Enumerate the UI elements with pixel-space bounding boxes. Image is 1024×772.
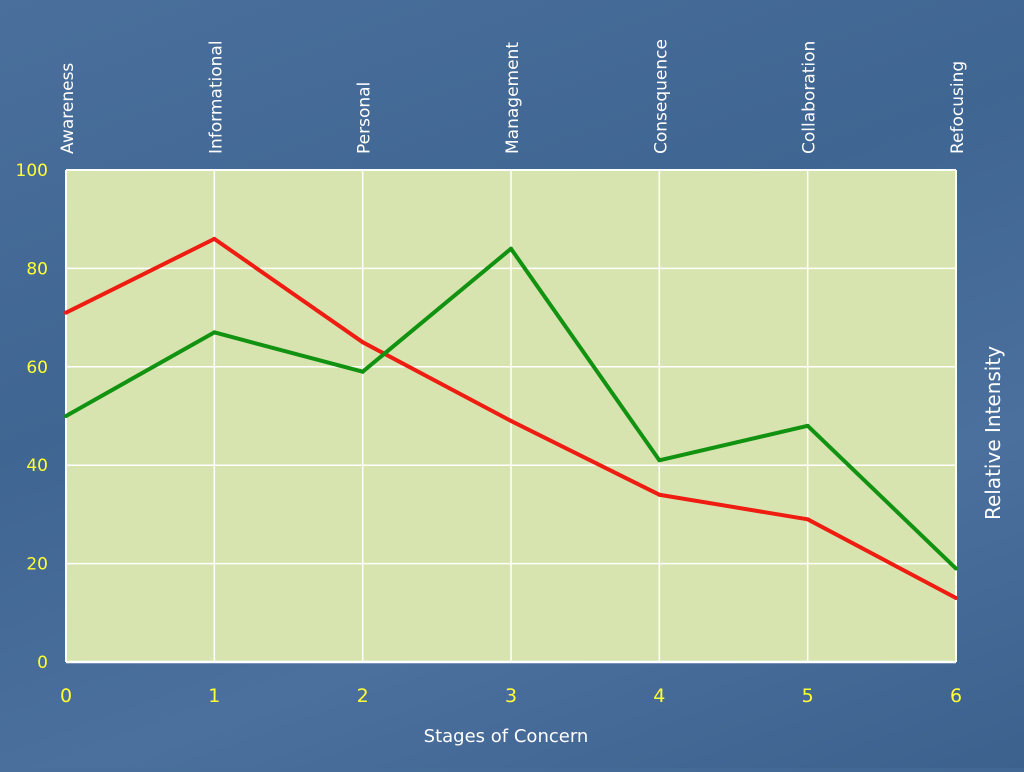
data-point-series-1 — [657, 492, 662, 497]
stage-label: Collaboration — [800, 41, 820, 154]
x-axis-title: Stages of Concern — [424, 726, 589, 747]
x-tick-label: 0 — [60, 685, 72, 707]
stage-label: Refocusing — [948, 61, 968, 154]
y-tick-label: 100 — [16, 161, 48, 181]
data-point-series-2 — [657, 458, 662, 463]
y-tick-label: 80 — [26, 259, 48, 279]
x-tick-label: 3 — [505, 685, 517, 707]
x-tick-label: 1 — [208, 685, 220, 707]
stage-label: Awareness — [58, 63, 78, 154]
x-tick-label: 5 — [802, 685, 814, 707]
data-point-series-1 — [64, 310, 68, 315]
y-tick-label: 20 — [26, 555, 48, 575]
x-tick-label: 4 — [653, 685, 665, 707]
stage-label: Personal — [355, 82, 375, 154]
y-tick-label: 0 — [37, 653, 48, 673]
data-point-series-2 — [954, 566, 958, 571]
y-tick-label: 40 — [26, 456, 48, 476]
stage-label: Informational — [206, 40, 226, 154]
data-point-series-1 — [212, 236, 217, 241]
data-point-series-1 — [509, 418, 513, 423]
stage-label: Management — [503, 42, 523, 154]
stage-label: Consequence — [651, 39, 671, 154]
data-point-series-2 — [212, 330, 217, 335]
data-point-series-1 — [360, 340, 365, 345]
data-point-series-2 — [805, 423, 810, 428]
data-point-series-2 — [64, 414, 68, 418]
x-tick-label: 2 — [357, 685, 369, 707]
data-point-series-1 — [805, 517, 810, 522]
y-axis-title: Relative Intensity — [981, 346, 1005, 520]
data-point-series-1 — [954, 596, 958, 601]
x-tick-label: 6 — [950, 685, 962, 707]
y-tick-label: 60 — [26, 358, 48, 378]
data-point-series-2 — [509, 246, 513, 251]
data-point-series-2 — [360, 369, 365, 374]
